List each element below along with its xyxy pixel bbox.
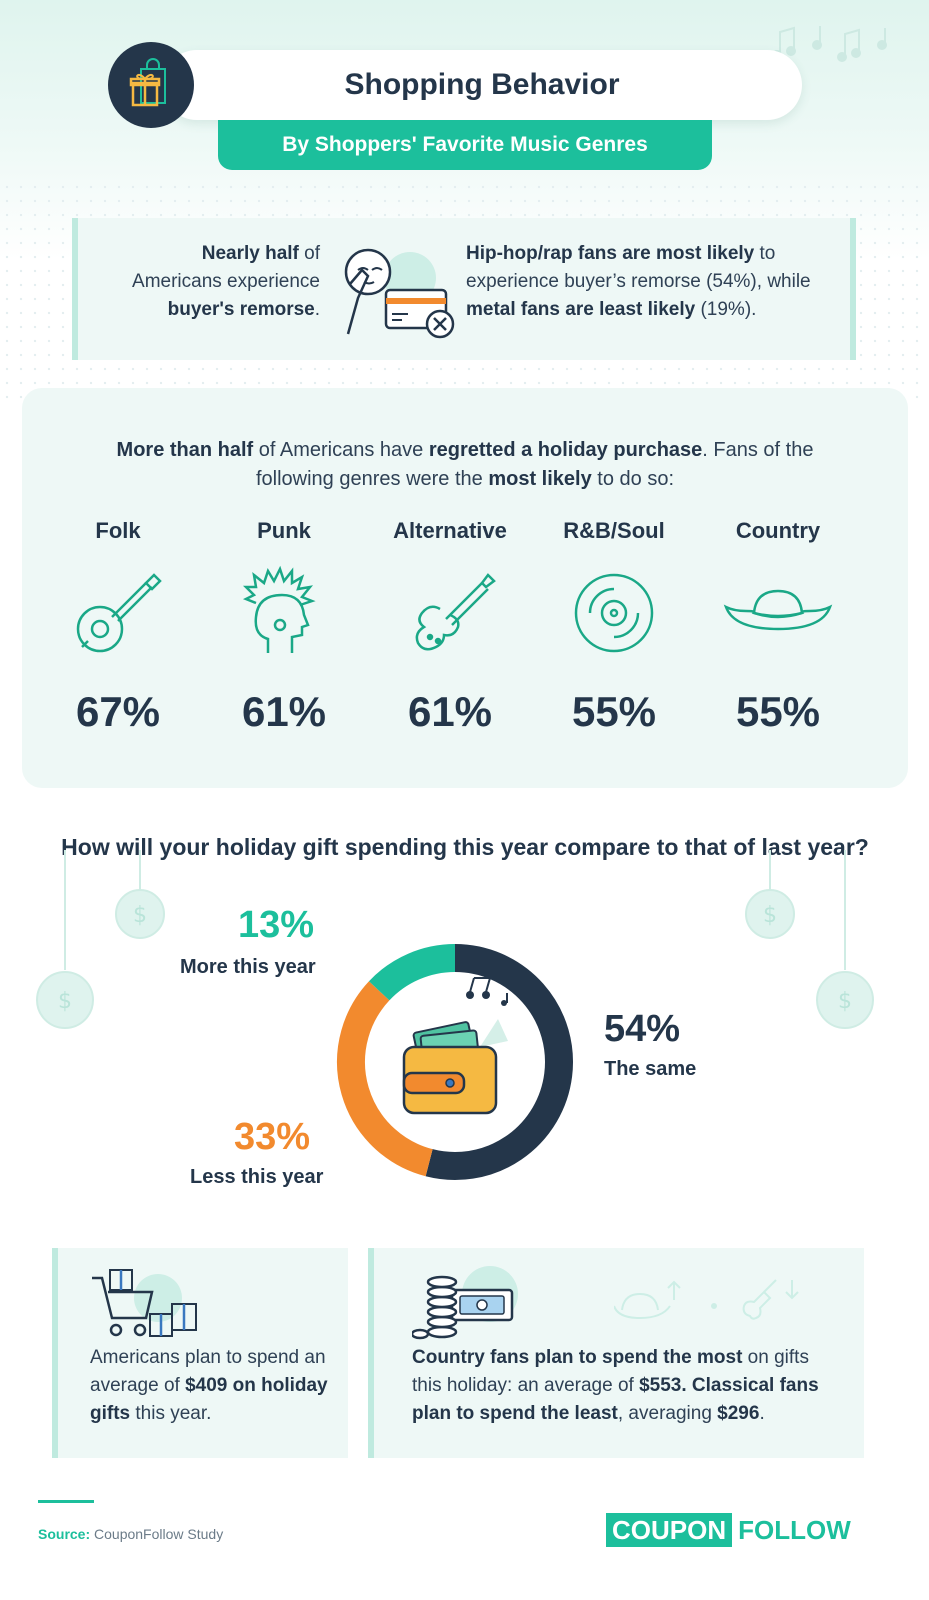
- svg-text:$: $: [838, 989, 852, 1014]
- genre-bold3: $296: [717, 1403, 760, 1424]
- remorse-right-bold2: metal fans are least likely: [466, 299, 696, 320]
- average-spend-card: Americans plan to spend an average of $4…: [52, 1248, 348, 1458]
- title-badge: [108, 42, 194, 128]
- svg-text:$: $: [58, 989, 72, 1014]
- remorse-left-text2: Americans experience: [132, 271, 320, 292]
- donut-label-more: More this year: [180, 956, 316, 978]
- genre-label: R&B/Soul: [563, 518, 665, 543]
- genre-folk: Folk 67%: [38, 518, 198, 736]
- regret-text3: to do so:: [591, 468, 675, 490]
- spending-donut-chart: [337, 944, 573, 1180]
- avg-text2: this year.: [130, 1403, 212, 1424]
- remorse-card-icon: [344, 248, 455, 339]
- genre-value: 55%: [735, 688, 821, 735]
- genre-text2: , averaging: [617, 1403, 718, 1424]
- remorse-right-bold1: Hip-hop/rap fans are most likely: [466, 243, 755, 264]
- genre-text1: on gifts this holiday: an average of: [412, 1347, 809, 1396]
- donut-slice-the-same: [425, 944, 573, 1180]
- banjo-icon: [38, 548, 198, 678]
- genre-text3: .: [759, 1403, 765, 1424]
- genre-value: 55%: [571, 688, 657, 735]
- genre-punk: Punk 61%: [204, 518, 364, 736]
- source-label: Source:: [38, 1526, 91, 1542]
- genre-spend-card: Country fans plan to spend the most on g…: [368, 1248, 864, 1458]
- avg-text1: Americans plan to spend an average of: [90, 1347, 326, 1396]
- donut-label-less-value: 33%: [234, 1116, 311, 1158]
- genre-country: Country 55%: [698, 518, 858, 736]
- avg-bold1: $409 on holiday gifts: [90, 1375, 328, 1424]
- remorse-right-text: Hip-hop/rap fans are most likely to expe…: [466, 240, 836, 324]
- donut-label-more-value: 13%: [238, 904, 315, 946]
- remorse-left-bold1: Nearly half: [201, 243, 299, 264]
- music-notes-icon: [772, 26, 887, 62]
- genre-rnb-soul: R&B/Soul 55%: [534, 518, 694, 736]
- hat-violin-icons: [614, 1279, 799, 1320]
- remorse-left-text: Nearly half of Americans experience buye…: [102, 240, 320, 324]
- remorse-left-text1: of: [298, 243, 320, 264]
- donut-label-same-value: 54%: [604, 1008, 681, 1050]
- genre-value: 61%: [407, 688, 493, 735]
- genre-value: 61%: [241, 688, 327, 735]
- regret-text1: of Americans have: [253, 439, 429, 461]
- remorse-right-text1: to experience buyer’s remorse (54%), whi…: [466, 243, 811, 292]
- logo-part1: COUPON: [606, 1513, 733, 1547]
- donut-label-same: The same: [604, 1058, 697, 1080]
- remorse-left-text3: .: [314, 299, 320, 320]
- regret-text2: . Fans of the following genres were the: [255, 439, 814, 490]
- source-value: CouponFollow Study: [94, 1526, 224, 1542]
- guitar-icon: [370, 548, 530, 678]
- genre-label: Country: [735, 518, 821, 543]
- genre-label: Folk: [95, 518, 141, 543]
- gift-bag-icon: [129, 58, 166, 107]
- shopping-cart-gifts-icon: [92, 1269, 197, 1337]
- remorse-right-text2: (19%).: [695, 299, 757, 320]
- spending-question: How will your holiday gift spending this…: [61, 834, 869, 860]
- svg-text:$: $: [763, 903, 777, 928]
- cowboy-hat-icon: [698, 548, 858, 678]
- remorse-left-bold2: buyer's remorse: [167, 299, 315, 320]
- genre-spend-text: Country fans plan to spend the most on g…: [412, 1344, 842, 1428]
- donut-slice-less-this-year: [337, 981, 433, 1177]
- svg-text:$: $: [133, 903, 147, 928]
- average-spend-text: Americans plan to spend an average of $4…: [90, 1344, 340, 1428]
- donut-label-less: Less this year: [190, 1166, 324, 1188]
- wallet-icon: [402, 977, 508, 1115]
- donut-slice-more-this-year: [368, 944, 456, 1001]
- remorse-card: Nearly half of Americans experience buye…: [72, 218, 856, 360]
- vinyl-record-icon: [534, 548, 694, 678]
- genre-bold1: Country fans plan to spend the most: [412, 1347, 743, 1368]
- regret-text: More than half of Americans have regrett…: [82, 436, 848, 494]
- genre-label: Alternative: [393, 518, 507, 543]
- regret-bold2: regretted a holiday purchase: [428, 439, 703, 461]
- footer-divider: [38, 1500, 94, 1503]
- punk-head-icon: [204, 548, 364, 678]
- genre-alternative: Alternative 61%: [370, 518, 530, 736]
- genre-bold2: $553. Classical fans plan to spend the l…: [412, 1375, 819, 1424]
- regret-card: More than half of Americans have regrett…: [22, 388, 908, 788]
- source-note: Source: CouponFollow Study: [38, 1526, 223, 1542]
- genre-value: 67%: [75, 688, 161, 735]
- regret-bold3: most likely: [488, 468, 592, 490]
- ornament-decorations: $ $ $ $: [36, 850, 874, 1029]
- subtitle-banner: By Shoppers' Favorite Music Genres: [218, 120, 712, 170]
- regret-bold1: More than half: [116, 439, 254, 461]
- page-title: Shopping Behavior: [162, 50, 802, 120]
- genre-label: Punk: [257, 518, 311, 543]
- couponfollow-logo: COUPON FOLLOW: [606, 1512, 851, 1548]
- money-coins-icon: [412, 1266, 518, 1340]
- logo-part2: FOLLOW: [738, 1514, 851, 1545]
